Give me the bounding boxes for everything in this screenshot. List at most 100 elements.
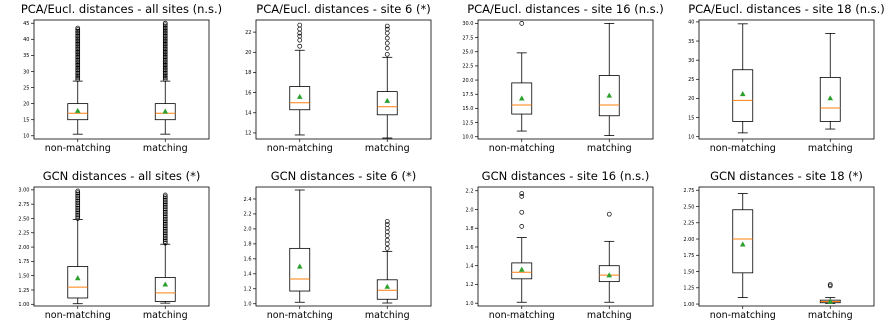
box-matching xyxy=(598,22,620,137)
chart-svg: GCN distances - site 6 (*) 1.0 1.2 1.4 1.6 1.… xyxy=(243,169,432,321)
outlier-point xyxy=(162,75,168,81)
box-matching xyxy=(376,23,398,139)
x-category-label: non-matching xyxy=(45,310,111,321)
y-tick-label: 15 xyxy=(23,118,29,124)
outlier-point xyxy=(297,43,302,49)
plot-frame xyxy=(698,19,875,140)
iqr-box xyxy=(820,76,841,122)
outlier-point xyxy=(162,62,168,68)
y-tick-label: 1.75 xyxy=(18,259,29,265)
outlier-point xyxy=(162,24,168,29)
outlier-point xyxy=(162,225,168,230)
x-category-label: non-matching xyxy=(488,310,554,321)
outlier-point xyxy=(75,207,81,213)
outlier-point xyxy=(162,196,168,201)
chart-title: PCA/Eucl. distances - site 6 (*) xyxy=(256,2,430,16)
x-category-label: non-matching xyxy=(266,310,332,321)
chart-title: GCN distances - site 6 (*) xyxy=(270,169,416,183)
outlier-point xyxy=(384,219,390,224)
y-tick-label: 22.5 xyxy=(462,64,473,70)
outlier-point xyxy=(384,222,390,227)
x-category-label: non-matching xyxy=(710,143,776,154)
outlier-point xyxy=(75,69,81,74)
outlier-point xyxy=(75,28,81,34)
outlier-point xyxy=(162,77,168,82)
chart-panel: PCA/Eucl. distances - site 18 (n.s.) 10 15… xyxy=(665,0,886,167)
outlier-point xyxy=(75,72,81,78)
x-category-label: non-matching xyxy=(488,143,554,154)
outlier-point xyxy=(75,59,81,65)
iqr-box xyxy=(510,262,532,280)
y-tick-label: 1.6 xyxy=(243,257,251,263)
outlier-point xyxy=(162,69,168,74)
y-tick-label: 12 xyxy=(245,131,251,137)
mean-marker xyxy=(518,266,525,272)
plot-frame xyxy=(33,186,210,307)
x-category-label: matching xyxy=(586,143,631,154)
box-non-matching xyxy=(67,188,89,305)
outlier-point xyxy=(384,30,390,36)
iqr-box xyxy=(154,276,176,302)
mean-marker xyxy=(162,281,169,287)
plot-frame xyxy=(477,19,653,140)
outlier-point xyxy=(297,26,302,32)
mean-marker xyxy=(162,108,169,114)
y-tick-label: 2.0 xyxy=(465,207,473,213)
y-tick-label: 35 xyxy=(688,39,694,45)
outlier-point xyxy=(75,214,81,220)
outlier-point xyxy=(162,72,168,78)
y-tick-label: 40 xyxy=(23,37,29,43)
outlier-point xyxy=(162,70,168,76)
box-matching xyxy=(376,219,398,304)
outlier-point xyxy=(75,210,81,216)
outlier-point xyxy=(162,220,168,225)
outlier-point xyxy=(162,46,168,52)
plot-frame xyxy=(698,186,875,307)
outlier-point xyxy=(162,61,168,66)
mean-marker xyxy=(74,275,81,281)
outlier-point xyxy=(162,230,168,236)
outlier-point xyxy=(75,33,81,39)
outlier-point xyxy=(162,197,168,203)
y-tick-label: 1.25 xyxy=(684,286,695,292)
outlier-point xyxy=(162,235,168,241)
outlier-point xyxy=(75,43,81,49)
iqr-box xyxy=(67,103,89,121)
outlier-point xyxy=(518,21,524,26)
box-non-matching xyxy=(510,191,532,303)
outlier-point xyxy=(162,43,168,49)
outlier-point xyxy=(162,204,168,210)
iqr-box xyxy=(289,247,310,292)
iqr-box xyxy=(67,266,89,299)
outlier-point xyxy=(162,28,168,34)
outlier-point xyxy=(75,209,81,214)
x-category-label: matching xyxy=(143,143,188,154)
y-tick-label: 20 xyxy=(245,50,251,56)
y-tick-label: 1.8 xyxy=(465,226,473,232)
mean-marker xyxy=(518,95,525,101)
plot-frame xyxy=(477,186,653,307)
outlier-point xyxy=(75,30,81,36)
y-tick-label: 20 xyxy=(688,96,694,102)
outlier-point xyxy=(75,32,81,37)
outlier-point xyxy=(162,64,168,69)
outlier-point xyxy=(162,211,168,217)
chart-svg: GCN distances - site 16 (n.s.) 1.0 1.2 1.4 1… xyxy=(465,169,653,321)
x-category-label: matching xyxy=(586,310,631,321)
mean-marker xyxy=(827,298,834,304)
outlier-point xyxy=(162,192,168,198)
outlier-point xyxy=(75,44,81,50)
outlier-point xyxy=(75,49,81,55)
chart-svg: GCN distances - all sites (*) 1.00 1.25 1.5… xyxy=(18,169,210,321)
y-tick-label: 2.75 xyxy=(18,202,29,208)
outlier-point xyxy=(75,192,81,197)
outlier-point xyxy=(162,237,168,242)
outlier-point xyxy=(162,228,168,234)
outlier-point xyxy=(75,202,81,208)
outlier-point xyxy=(162,33,168,39)
y-tick-label: 2.50 xyxy=(18,216,29,222)
outlier-point xyxy=(162,202,168,208)
outlier-point xyxy=(75,25,81,31)
outlier-point xyxy=(384,35,390,41)
